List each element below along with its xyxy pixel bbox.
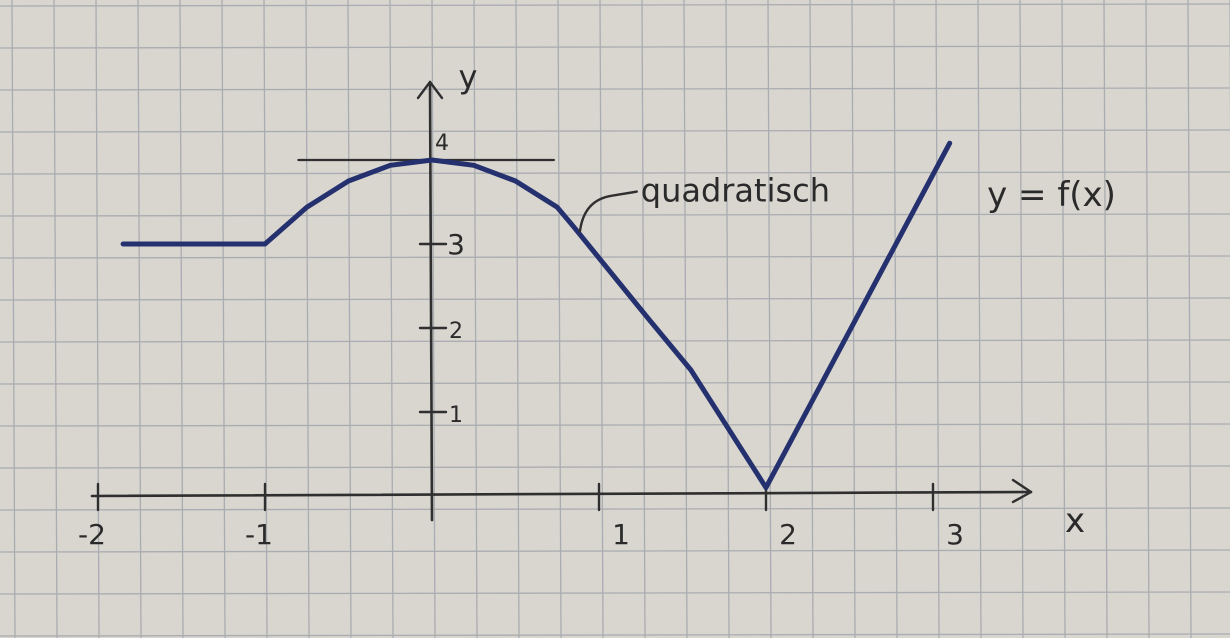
grid-line-vertical — [767, 0, 772, 638]
grid-line-vertical — [305, 0, 310, 638]
x-axis-ticks: -2 -1 1 2 3 — [78, 482, 964, 551]
grid-line-horizontal — [0, 3, 1230, 7]
y-axis-ticks: 1 2 3 4 — [418, 131, 465, 428]
grid-line-horizontal — [0, 381, 1230, 385]
annotation-quadratisch: quadratisch — [641, 172, 830, 210]
grid-line-vertical — [1061, 0, 1066, 638]
grid-line-vertical — [1187, 0, 1192, 638]
x-axis-line — [90, 490, 1033, 498]
grid-line-horizontal — [0, 171, 1230, 175]
y-tick-label: 2 — [449, 319, 463, 344]
grid-line-horizontal — [0, 507, 1230, 511]
grid-line-horizontal — [0, 633, 1230, 637]
grid-line-vertical — [1145, 0, 1150, 638]
y-axis-arrowhead — [416, 80, 444, 100]
grid-line-horizontal — [0, 549, 1230, 553]
y-axis-label: y — [459, 58, 478, 96]
grid-line-vertical — [179, 0, 184, 638]
function-curve — [120, 140, 953, 491]
grid-line-vertical — [977, 0, 982, 638]
grid-line-vertical — [683, 0, 688, 638]
grid-line-horizontal — [0, 465, 1230, 469]
x-tick-label: -2 — [78, 518, 106, 551]
grid-line-vertical — [53, 0, 58, 638]
grid-line-vertical — [599, 0, 604, 638]
y-axis-line — [428, 80, 434, 522]
x-tick-label: 1 — [612, 518, 630, 551]
x-tick-label: 3 — [946, 518, 964, 551]
grid-line-vertical — [389, 0, 394, 638]
x-tick-label: 2 — [779, 518, 797, 551]
grid-line-horizontal — [0, 45, 1230, 49]
grid-line-vertical — [263, 0, 268, 638]
grid-line-vertical — [95, 0, 100, 638]
chart: -2 -1 1 2 3 1 2 3 4 x y quadratisch y = f(x) — [78, 58, 1116, 551]
grid-line-vertical — [893, 0, 898, 638]
grid-line-horizontal — [0, 255, 1230, 259]
grid-line-vertical — [1103, 0, 1108, 638]
x-axis-arrowhead — [1011, 478, 1033, 504]
grid-line-vertical — [935, 0, 940, 638]
grid-line-horizontal — [0, 129, 1230, 133]
grid-line-vertical — [809, 0, 814, 638]
x-axis-label: x — [1065, 501, 1085, 541]
grid-line-horizontal — [0, 591, 1230, 595]
annotation-function-name: y = f(x) — [987, 175, 1116, 215]
grid-line-horizontal — [0, 87, 1230, 91]
grid-line-vertical — [725, 0, 730, 638]
grid-line-horizontal — [0, 297, 1230, 301]
annotation-pointer-line — [578, 190, 638, 233]
grid-line-horizontal — [0, 339, 1230, 343]
grid-line-vertical — [641, 0, 646, 638]
grid-line-vertical — [221, 0, 226, 638]
y-tick-label: 4 — [435, 131, 449, 156]
x-tick-label: -1 — [245, 518, 273, 551]
grid-line-horizontal — [0, 423, 1230, 427]
grid-line-vertical — [557, 0, 562, 638]
grid-line-vertical — [473, 0, 478, 638]
grid-line-vertical — [347, 0, 352, 638]
grid-line-vertical — [431, 0, 436, 638]
grid-line-vertical — [11, 0, 16, 638]
grid-line-vertical — [515, 0, 520, 638]
y-tick-label: 3 — [447, 228, 465, 261]
grid-line-vertical — [137, 0, 142, 638]
grid-line-horizontal — [0, 213, 1230, 217]
grid-line-vertical — [1019, 0, 1024, 638]
y-tick-label: 1 — [449, 403, 463, 428]
